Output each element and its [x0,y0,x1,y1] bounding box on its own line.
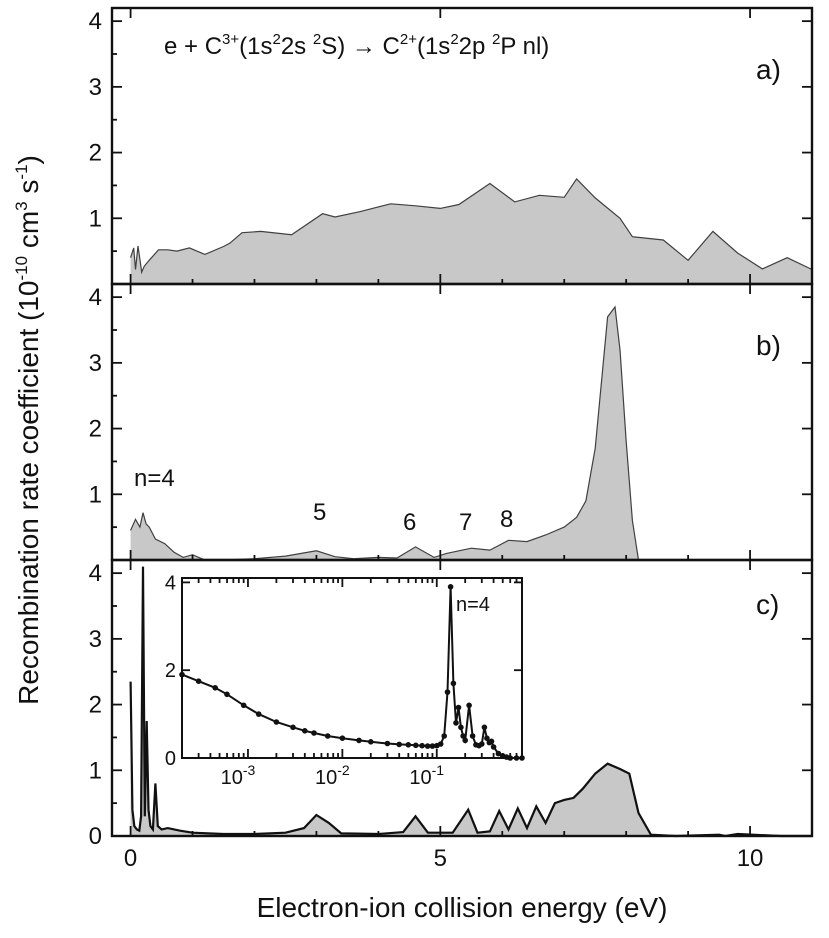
inset-point [444,689,451,695]
inset-point [490,744,497,750]
x-tick-label: 0 [124,845,137,872]
inset-point [488,738,495,745]
panel-a-line [130,177,813,275]
inset-point [481,724,488,731]
y-tick-label: 2 [89,416,102,443]
panel-a-fill [130,178,813,284]
inset-point [324,733,331,739]
inset-series [179,584,525,761]
inset-plot: 0 2 4 10-3 10-2 10-1 n=4 [165,572,525,789]
panel-c-tag: c) [756,589,779,620]
inset-x-tick-label: 10-2 [315,762,350,789]
y-tick-label: 3 [89,626,102,653]
inset-point [441,733,448,739]
panel-c-ticks: 0 1 2 3 4 0 5 10 [89,560,813,872]
panel-c-frame [110,558,814,838]
inset-point [405,742,412,748]
inset-point [458,724,464,731]
inset-y-tick-label: 4 [165,572,176,594]
inset-point [396,741,403,748]
inset-point [495,750,502,757]
y-tick-label: 3 [89,350,102,377]
inset-point [212,685,218,691]
inset-point [419,742,425,749]
x-tick-label: 10 [737,845,764,872]
inset-background [182,578,522,758]
inset-point [460,733,466,739]
inset-frame [181,577,523,759]
panel-b-label-7: 7 [459,509,472,536]
inset-point [255,711,262,717]
inset-point [311,730,317,736]
panel-c: 0 1 2 3 4 0 5 10 c) [89,558,814,872]
inset-point [290,724,296,731]
series-a-area [130,177,813,284]
inset-label-n4: n=4 [456,594,490,616]
inset-point [455,704,462,711]
panel-a-title: e + C3+(1s22s 2S) → C2+(1s22p 2P nl) [164,31,549,60]
inset-point [469,733,476,739]
panel-b-label-5: 5 [313,499,326,526]
y-axis-title: Recombination rate coefficient (10-10 cm… [12,155,44,705]
panel-b-label-n4: n=4 [134,465,175,492]
inset-point [429,743,436,749]
inset-point [466,702,472,709]
panel-c-line [129,566,812,838]
panel-a-ticks: 1 2 3 4 [89,8,813,284]
series-b-area [130,305,813,561]
inset-point [339,735,346,741]
inset-point [368,739,374,745]
inset-point [437,741,444,747]
inset-point [447,584,454,590]
inset-point [273,719,280,725]
inset-point [462,737,469,744]
inset-y-tick-label: 2 [165,660,176,682]
inset-point [484,735,490,741]
inset-point [356,737,362,744]
y-tick-label: 1 [89,757,102,784]
inset-point [424,743,431,749]
panel-b: 1 2 3 4 b) n=4 5 6 7 8 [89,282,814,562]
inset-point [450,680,457,687]
panel-b-ticks: 1 2 3 4 [89,284,813,560]
y-tick-label: 1 [89,205,102,232]
inset-point [224,691,230,698]
series-c-area [129,566,813,838]
panel-a: 1 2 3 4 a) e + C3+(1s22s 2S) → C2+(1s22p 2P… [89,6,814,286]
panel-b-line [130,305,812,561]
y-tick-label: 4 [89,8,102,35]
inset-y-tick-label: 0 [165,748,176,770]
y-tick-label: 3 [89,74,102,101]
inset-point [384,740,391,747]
y-tick-label: 4 [89,284,102,311]
y-tick-label: 1 [89,481,102,508]
y-tick-label: 2 [89,140,102,167]
inset-point [479,741,485,747]
panel-b-label-8: 8 [500,506,513,533]
panel-b-tag: b) [756,330,781,361]
x-tick-label: 5 [434,845,447,872]
inset-x-tick-label: 10-3 [221,762,256,789]
y-tick-label: 2 [89,692,102,719]
inset-point [302,728,308,734]
inset-x-tick-label: 10-1 [409,762,444,789]
inset-point [453,720,459,726]
panel-a-tag: a) [756,54,781,85]
inset-point [240,702,247,709]
panel-b-label-6: 6 [403,509,416,536]
y-tick-label: 4 [89,560,102,587]
y-tick-label: 0 [89,823,102,850]
inset-point [195,678,202,684]
inset-point [413,742,419,749]
x-axis-title: Electron-ion collision energy (eV) [257,892,668,923]
inset-ticks: 0 2 4 10-3 10-2 10-1 [165,572,523,789]
